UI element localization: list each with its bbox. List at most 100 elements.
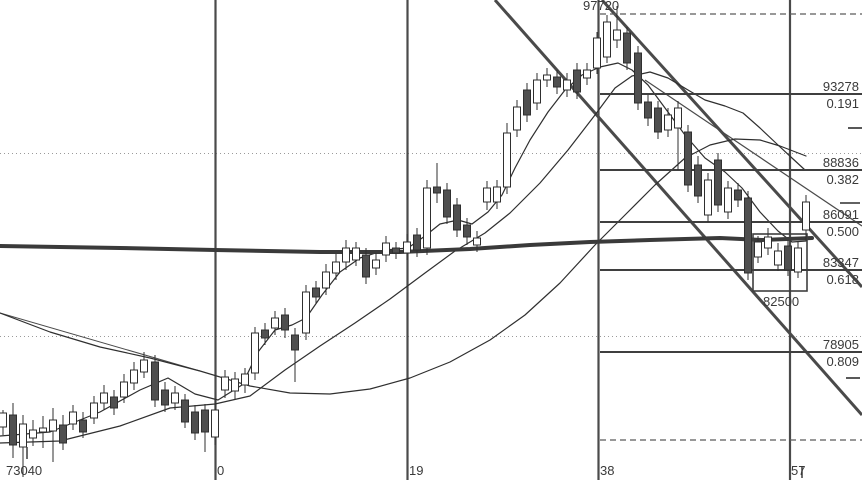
candle xyxy=(634,46,642,110)
candle xyxy=(312,281,320,304)
candle xyxy=(533,73,541,110)
candle xyxy=(684,125,692,192)
candle xyxy=(49,408,57,462)
fib-ratio-label: 0.618 xyxy=(826,272,859,287)
candle xyxy=(191,405,199,440)
ma-slow-line xyxy=(0,138,807,395)
candle xyxy=(613,6,621,48)
fib-ratio-label: 0.500 xyxy=(826,224,859,239)
candle xyxy=(583,63,591,85)
alert-price-label: 82500 xyxy=(763,294,799,309)
candle xyxy=(0,410,7,435)
candle xyxy=(523,83,531,122)
ma-long-thick-line xyxy=(0,236,814,254)
candle xyxy=(29,420,37,446)
time-axis-label: 19 xyxy=(409,463,423,478)
right-edge-ticks xyxy=(840,127,862,379)
candle xyxy=(140,352,148,378)
fib-price-label: 78905 xyxy=(823,337,859,352)
candle xyxy=(332,254,340,280)
candlesticks xyxy=(0,6,810,477)
candle xyxy=(593,32,601,74)
trendlines xyxy=(0,0,862,416)
candle xyxy=(754,236,762,263)
candle xyxy=(171,386,179,410)
candle xyxy=(403,234,411,260)
candle xyxy=(392,242,400,259)
candle xyxy=(201,404,209,452)
candle xyxy=(231,372,239,399)
candle xyxy=(161,382,169,412)
candle xyxy=(734,183,742,207)
candle xyxy=(802,195,810,241)
price-axis-labels: 93278 0.191 88836 0.382 86091 0.500 83347 0.618… xyxy=(823,79,859,369)
peak-price-label: 97720 xyxy=(583,0,619,13)
trendline-old-resistance xyxy=(0,312,201,372)
fib-price-label: 93278 xyxy=(823,79,859,94)
candle xyxy=(704,173,712,222)
fib-ratio-label: 0.382 xyxy=(826,172,859,187)
candle xyxy=(9,403,17,458)
candle xyxy=(774,243,782,271)
candle xyxy=(433,163,441,203)
candle xyxy=(664,108,672,137)
candle xyxy=(493,180,501,209)
candle xyxy=(342,240,350,270)
time-axis: 73040 0 19 38 57 xyxy=(6,447,805,478)
time-axis-label: 38 xyxy=(600,463,614,478)
fib-level-lines xyxy=(600,13,862,441)
candle xyxy=(59,415,67,450)
candle xyxy=(543,68,551,87)
candle xyxy=(261,323,269,345)
candle xyxy=(413,228,421,257)
candle xyxy=(573,63,581,99)
candle xyxy=(453,198,461,237)
trendline-channel-lower xyxy=(493,0,862,416)
candle xyxy=(714,153,722,212)
candle xyxy=(483,181,491,210)
fib-price-label: 83347 xyxy=(823,255,859,270)
candle xyxy=(19,415,27,477)
candle xyxy=(382,236,390,262)
candle xyxy=(302,285,310,340)
candle xyxy=(764,228,772,255)
fib-ratio-label: 0.809 xyxy=(826,354,859,369)
candle xyxy=(221,370,229,398)
ma-medium-line xyxy=(0,71,806,444)
candle xyxy=(110,390,118,415)
candle xyxy=(563,73,571,97)
candle xyxy=(281,308,289,338)
candle xyxy=(463,218,471,245)
candle xyxy=(724,181,732,219)
candle xyxy=(291,328,299,382)
candle xyxy=(69,405,77,430)
candle xyxy=(322,264,330,295)
time-axis-label: 57 xyxy=(791,463,805,478)
candle xyxy=(352,242,360,266)
candle xyxy=(744,191,752,280)
trendline-channel-inner xyxy=(644,79,862,227)
candle xyxy=(39,416,47,448)
candle xyxy=(100,385,108,410)
consolidation-box xyxy=(752,233,808,292)
candle xyxy=(362,248,370,284)
candle xyxy=(503,123,511,194)
candle xyxy=(251,327,259,380)
candle xyxy=(603,15,611,63)
candle xyxy=(674,101,682,170)
candle xyxy=(211,400,219,445)
candle xyxy=(372,253,380,275)
candle xyxy=(473,231,481,252)
candle xyxy=(513,100,521,137)
time-axis-label: 73040 xyxy=(6,463,42,478)
candle xyxy=(90,396,98,424)
candle xyxy=(271,311,279,335)
candle xyxy=(623,27,631,70)
candle xyxy=(120,374,128,403)
annotation-labels: 97720 82500 xyxy=(583,0,799,309)
fib-ratio-label: 0.191 xyxy=(826,96,859,111)
candle xyxy=(794,242,802,278)
candle xyxy=(644,95,652,126)
